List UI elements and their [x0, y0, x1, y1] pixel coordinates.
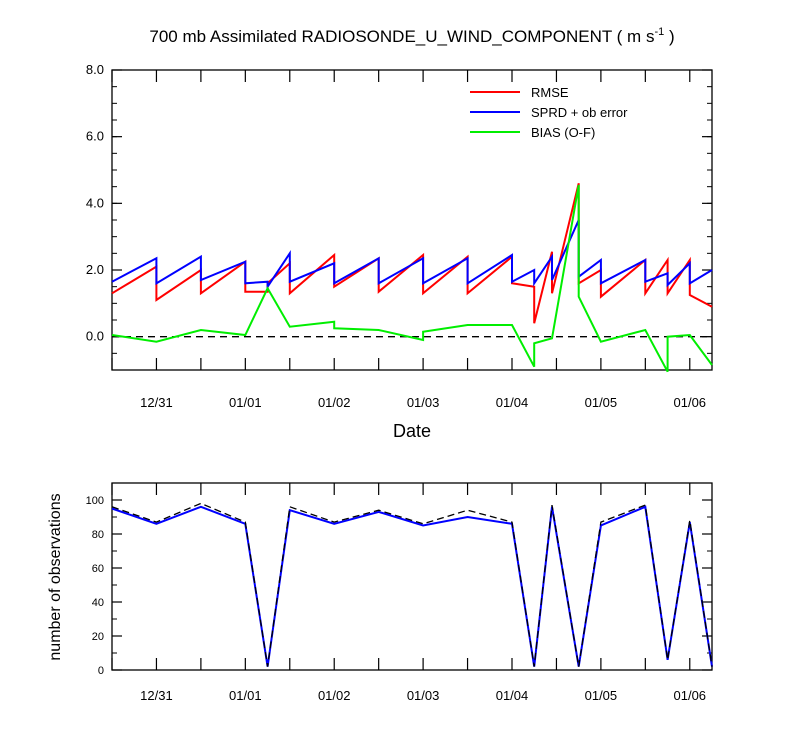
x-tick-label-01-01: 01/01 — [229, 688, 262, 703]
series-line-rmse — [111, 183, 713, 324]
bottom-y-axis-label: number of observations — [47, 493, 64, 660]
x-tick-label-01-05: 01/05 — [585, 395, 618, 410]
x-tick-label-01-01: 01/01 — [229, 395, 262, 410]
y-tick-label: 6.0 — [86, 129, 104, 144]
x-tick-label-01-03: 01/03 — [407, 688, 440, 703]
bottom-plot-ticks: 100 80 60 40 20 0 12/31 01/01 01/02 01/03 01/04 01/… — [86, 482, 712, 703]
y-tick-label: 40 — [92, 597, 104, 609]
chart-title-close: ) — [664, 27, 674, 46]
y-tick-label: 100 — [86, 495, 104, 507]
y-tick-label: 80 — [92, 529, 104, 541]
top-x-axis-label: Date — [393, 421, 431, 441]
x-tick-label-12-31: 12/31 — [140, 688, 173, 703]
x-tick-label-01-06: 01/06 — [674, 395, 707, 410]
series-line-sprd-ob-error — [111, 219, 713, 291]
x-tick-label-01-02: 01/02 — [318, 395, 351, 410]
bottom-plot-frame — [111, 482, 713, 671]
x-tick-label-01-04: 01/04 — [496, 688, 529, 703]
chart-title: 700 mb Assimilated RADIOSONDE_U_WIND_COM… — [149, 26, 674, 46]
y-tick-label: 8.0 — [86, 62, 104, 77]
x-tick-label-01-03: 01/03 — [407, 395, 440, 410]
y-tick-label: 0 — [98, 665, 104, 677]
legend-bias-label: BIAS (O-F) — [531, 125, 595, 140]
series-line-bias-o-f — [111, 184, 713, 373]
y-tick-label: 4.0 — [86, 195, 104, 210]
legend-rmse-label: RMSE — [531, 85, 569, 100]
bottom-plot-series — [111, 502, 713, 667]
top-plot-series — [111, 183, 713, 373]
top-plot-ticks: 8.0 6.0 4.0 2.0 0.0 12/31 01/01 01/02 01/03 01/04… — [86, 62, 712, 410]
x-tick-label-01-05: 01/05 — [585, 688, 618, 703]
y-tick-label: 20 — [92, 631, 104, 643]
y-tick-label: 2.0 — [86, 262, 104, 277]
x-tick-label-01-04: 01/04 — [496, 395, 529, 410]
chart-title-main: 700 mb Assimilated RADIOSONDE_U_WIND_COM… — [149, 27, 654, 46]
legend-sprd-label: SPRD + ob error — [531, 105, 628, 120]
y-tick-label: 60 — [92, 563, 104, 575]
legend: RMSE SPRD + ob error BIAS (O-F) — [470, 85, 628, 140]
x-tick-label-01-06: 01/06 — [674, 688, 707, 703]
series-line-possible — [111, 502, 713, 667]
series-line-assimilated — [111, 505, 713, 667]
chart-title-exponent: -1 — [654, 26, 664, 38]
x-tick-label-01-02: 01/02 — [318, 688, 351, 703]
y-tick-label: 0.0 — [86, 329, 104, 344]
x-tick-label-12-31: 12/31 — [140, 395, 173, 410]
